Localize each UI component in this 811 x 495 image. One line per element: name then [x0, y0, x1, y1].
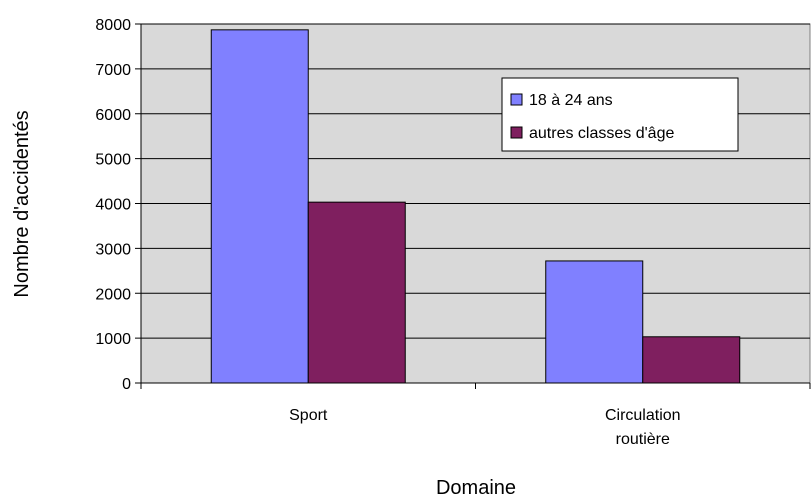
x-category-label: Circulation routière	[605, 407, 681, 448]
y-tick-label: 6000	[95, 107, 131, 124]
x-category-labels: Sport Circulation routière	[289, 407, 680, 448]
y-tick-label: 7000	[95, 62, 131, 79]
legend-label-autres: autres classes d'âge	[529, 125, 674, 142]
bar	[545, 260, 644, 384]
bar	[307, 201, 406, 384]
legend-swatch-18-24	[510, 93, 523, 106]
y-tick-label: 8000	[95, 17, 131, 34]
bar	[210, 29, 309, 384]
bars	[210, 29, 741, 384]
legend-box	[501, 77, 739, 152]
legend-swatch-autres	[510, 126, 523, 139]
x-category-label: Sport	[289, 407, 328, 424]
y-tick-label: 2000	[95, 286, 131, 303]
y-tick-label: 0	[122, 376, 131, 393]
y-tick-label: 5000	[95, 152, 131, 169]
y-tick-label: 4000	[95, 197, 131, 214]
legend: 18 à 24 ans autres classes d'âge	[501, 77, 739, 152]
bar	[642, 336, 741, 384]
y-axis-title: Nombre d'accidentés	[11, 110, 33, 297]
y-tick-label: 3000	[95, 241, 131, 258]
axes	[140, 24, 811, 389]
y-tick-labels: 0 1000 2000 3000 4000 5000 6000 7000 8000	[95, 17, 131, 393]
x-category-label-line: Circulation	[605, 407, 681, 424]
x-category-label-line: routière	[616, 431, 670, 448]
legend-label-18-24: 18 à 24 ans	[529, 92, 613, 109]
x-category-label-line: Sport	[289, 407, 328, 424]
x-axis-title: Domaine	[436, 477, 516, 495]
y-tick-label: 1000	[95, 331, 131, 348]
